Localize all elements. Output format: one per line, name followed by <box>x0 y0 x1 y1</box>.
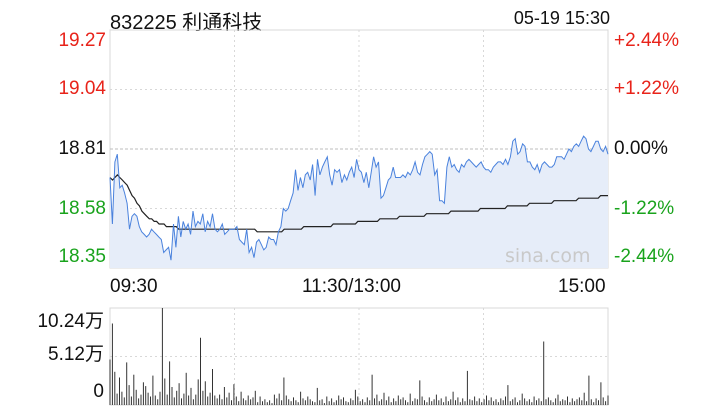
price-tick-label: 19.27 <box>58 30 106 51</box>
percent-tick-label: -1.22% <box>614 198 675 219</box>
volume-tick-label: 10.24万 <box>37 311 104 332</box>
time-tick-label: 09:30 <box>110 276 158 297</box>
percent-tick-label: 0.00% <box>614 138 668 159</box>
time-tick-label: 15:00 <box>558 276 606 297</box>
average-price-line <box>109 174 608 233</box>
watermark: sina.com <box>505 245 590 267</box>
volume-tick-label: 0 <box>93 381 104 402</box>
percent-tick-label: -2.44% <box>614 246 675 267</box>
price-tick-label: 19.04 <box>58 78 106 99</box>
price-area-fill <box>110 136 608 268</box>
volume-bars <box>109 308 609 405</box>
time-tick-label: 11:30/13:00 <box>302 276 401 297</box>
price-tick-label: 18.35 <box>58 246 106 267</box>
price-tick-label: 18.58 <box>58 198 106 219</box>
price-line <box>109 135 609 261</box>
percent-tick-label: +1.22% <box>614 78 679 99</box>
stock-title: 832225 利通科技 <box>110 12 263 34</box>
price-tick-label: 18.81 <box>58 138 106 159</box>
percent-tick-label: +2.44% <box>614 30 679 51</box>
volume-tick-label: 5.12万 <box>48 344 104 365</box>
quote-datetime: 05-19 15:30 <box>513 8 610 28</box>
volume-plot-frame <box>109 307 609 406</box>
